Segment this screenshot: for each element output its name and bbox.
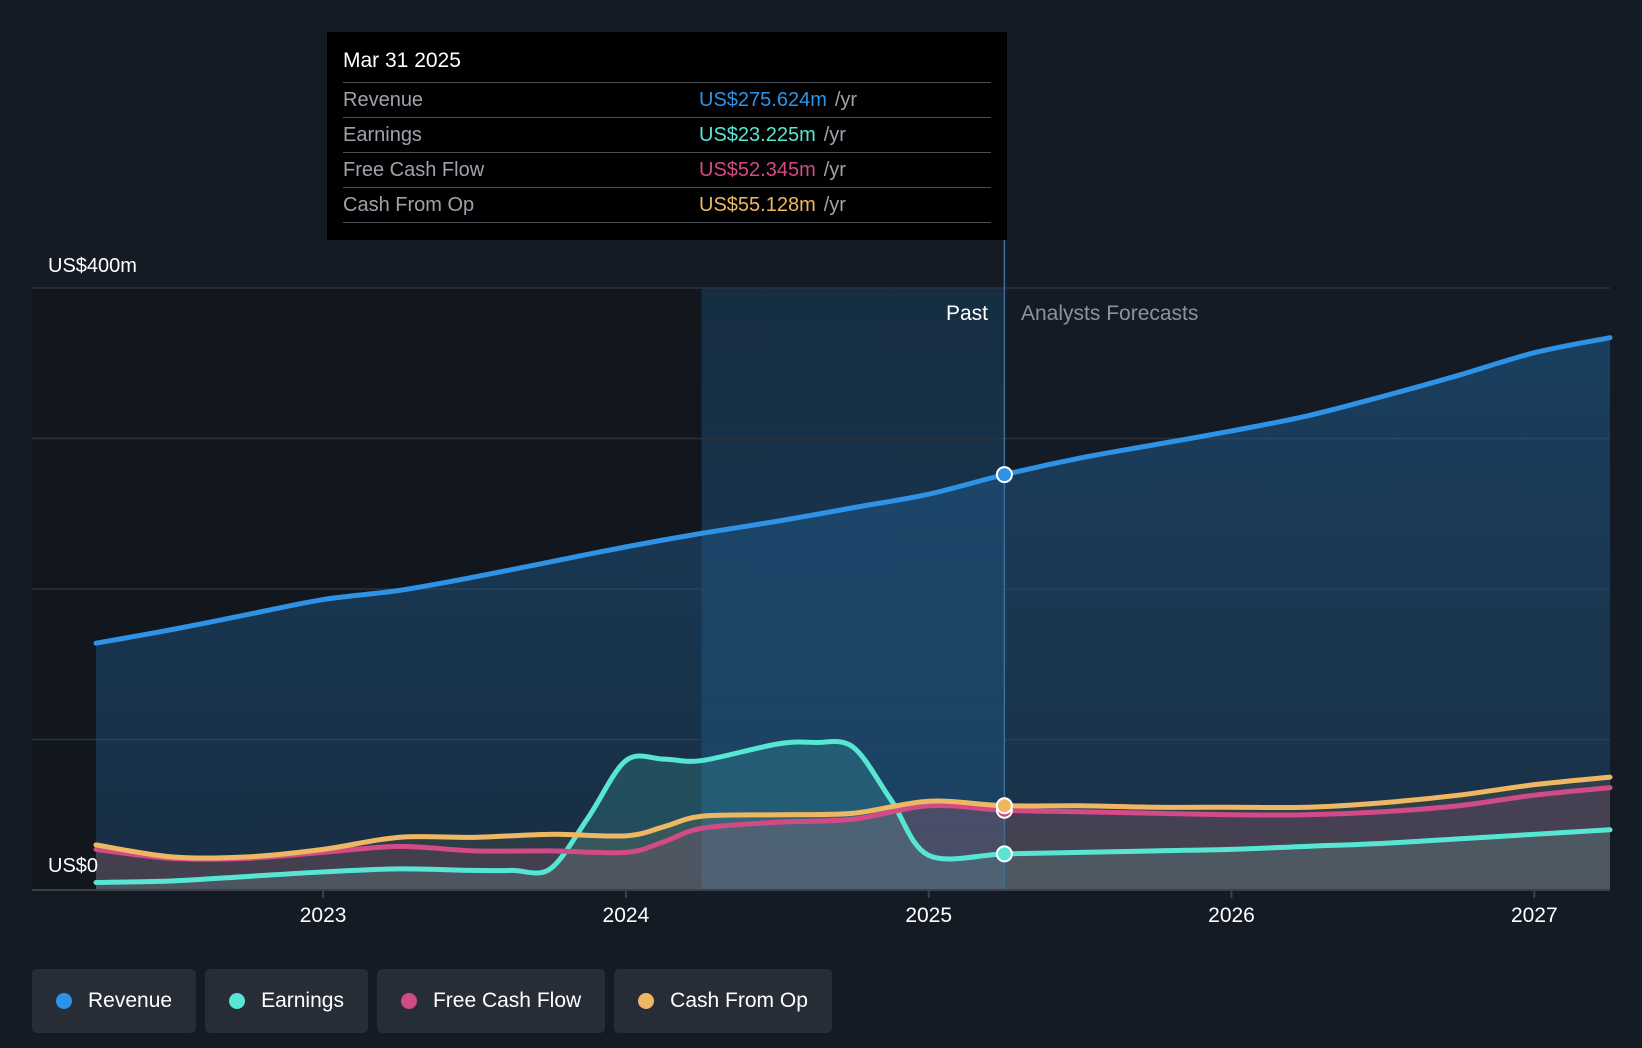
cash-from-op-dot-icon: [638, 993, 655, 1009]
cash-from-op-line: [93, 774, 1613, 861]
legend-label: Earnings: [261, 989, 344, 1012]
tooltip-row-free-cash-flow: Free Cash Flow US$52.345m /yr: [343, 152, 991, 187]
legend-item-free-cash-flow[interactable]: Free Cash Flow: [376, 969, 606, 1033]
y-label-top: US$400m: [48, 255, 137, 277]
revenue-line: [93, 335, 1613, 646]
revenue-area: [96, 337, 1610, 890]
tooltip-value: US$275.624m: [699, 88, 827, 111]
legend-item-earnings[interactable]: Earnings: [205, 969, 368, 1033]
tooltip-label: Cash From Op: [343, 193, 475, 216]
x-tick-label: 2027: [1511, 904, 1558, 927]
tooltip-label: Free Cash Flow: [343, 158, 485, 181]
x-tick-label: 2025: [905, 904, 952, 927]
x-tick-label: 2026: [1208, 904, 1255, 927]
earnings-line: [93, 739, 1613, 885]
tooltip-row-revenue: Revenue US$275.624m /yr: [343, 82, 991, 117]
tooltip-row-earnings: Earnings US$23.225m /yr: [343, 117, 991, 152]
forecast-label: Analysts Forecasts: [1021, 302, 1198, 325]
legend-label: Free Cash Flow: [432, 989, 582, 1012]
tooltip: Mar 31 2025 Revenue US$275.624m /yr Earn…: [327, 32, 1007, 240]
free-cash-flow-area: [96, 787, 1610, 890]
earnings-area: [96, 741, 1610, 890]
revenue-dot-icon: [56, 993, 72, 1009]
free-cash-flow-line: [93, 785, 1613, 862]
tooltip-value: US$55.128m: [699, 193, 816, 216]
revenue-marker: [995, 466, 1013, 484]
legend-label: Revenue: [88, 989, 173, 1012]
tooltip-unit: /yr: [823, 158, 846, 181]
tooltip-date: Mar 31 2025: [343, 49, 461, 72]
tooltip-unit: /yr: [834, 88, 858, 111]
tooltip-row-cash-from-op: Cash From Op US$55.128m /yr: [343, 187, 991, 223]
earnings-marker: [995, 845, 1013, 863]
y-label-bottom: US$0: [48, 855, 98, 877]
cash-from-op-marker: [995, 797, 1013, 815]
legend-label: Cash From Op: [670, 989, 808, 1012]
tooltip-unit: /yr: [823, 123, 846, 146]
earnings-dot-icon: [229, 993, 246, 1009]
legend-item-cash-from-op[interactable]: Cash From Op: [614, 969, 832, 1033]
free-cash-flow-dot-icon: [400, 993, 417, 1009]
legend-item-revenue[interactable]: Revenue: [32, 969, 197, 1033]
legend: Revenue Earnings Free Cash Flow Cash Fro…: [32, 969, 832, 1033]
tooltip-value: US$23.225m: [699, 123, 816, 146]
x-tick-label: 2023: [300, 904, 347, 927]
tooltip-label: Revenue: [343, 88, 424, 111]
past-label: Past: [946, 302, 988, 325]
tooltip-value: US$52.345m: [699, 158, 816, 181]
tooltip-label: Earnings: [343, 123, 422, 146]
cash-from-op-area: [96, 777, 1610, 890]
tooltip-unit: /yr: [823, 193, 846, 216]
x-tick-label: 2024: [603, 904, 650, 927]
